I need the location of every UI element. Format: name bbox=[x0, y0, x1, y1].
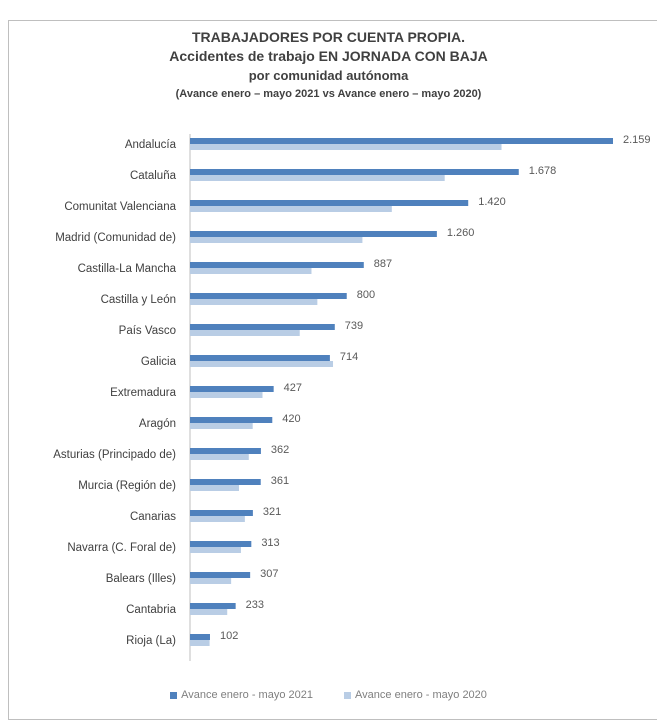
chart-subtitle-1: Accidentes de trabajo EN JORNADA CON BAJ… bbox=[169, 48, 488, 64]
category-label: Canarias bbox=[130, 511, 176, 523]
category-label: Comunitat Valenciana bbox=[64, 201, 176, 213]
category-label: Balears (Illes) bbox=[106, 573, 176, 585]
chart-title: TRABAJADORES POR CUENTA PROPIA. bbox=[191, 29, 466, 45]
bar-2020 bbox=[190, 485, 239, 491]
bar-2020 bbox=[190, 330, 300, 336]
bar-2020 bbox=[190, 361, 334, 367]
bar-2020 bbox=[190, 640, 210, 646]
bar-2020 bbox=[190, 175, 445, 181]
data-label-2021: 362 bbox=[271, 444, 289, 456]
data-label-2021: 321 bbox=[263, 506, 281, 518]
bar-2021 bbox=[190, 603, 236, 609]
bar-2020 bbox=[190, 423, 253, 429]
bar-2021 bbox=[190, 448, 261, 454]
category-label: Aragón bbox=[139, 418, 176, 430]
data-label-2021: 1.260 bbox=[447, 227, 475, 239]
bar-2020 bbox=[190, 516, 245, 522]
bar-2021 bbox=[190, 479, 261, 485]
data-label-2021: 313 bbox=[261, 537, 279, 549]
data-label-2021: 420 bbox=[282, 413, 300, 425]
chart-legend: Avance enero - mayo 2021 Avance enero - … bbox=[0, 689, 657, 701]
bar-2021 bbox=[190, 355, 330, 361]
legend-swatch-2021 bbox=[170, 691, 178, 699]
bar-2021 bbox=[190, 417, 273, 423]
bar-2021 bbox=[190, 324, 335, 330]
bar-2020 bbox=[190, 392, 263, 398]
chart-subtitle-2: por comunidad autónoma bbox=[248, 68, 409, 83]
bar-2021 bbox=[190, 541, 252, 547]
data-label-2021: 739 bbox=[345, 320, 363, 332]
legend-label-2021: Avance enero - mayo 2021 bbox=[181, 689, 313, 701]
bar-2020 bbox=[190, 547, 241, 553]
category-label: Rioja (La) bbox=[126, 635, 176, 647]
data-label-2021: 233 bbox=[246, 599, 264, 611]
legend-swatch-2020 bbox=[344, 691, 352, 699]
bar-2021 bbox=[190, 138, 613, 144]
bar-2021 bbox=[190, 169, 519, 175]
data-label-2021: 307 bbox=[260, 568, 278, 580]
category-label: Castilla-La Mancha bbox=[78, 263, 177, 275]
data-label-2021: 887 bbox=[374, 258, 392, 270]
legend-label-2020: Avance enero - mayo 2020 bbox=[355, 689, 487, 701]
bar-2021 bbox=[190, 262, 364, 268]
data-label-2021: 427 bbox=[284, 382, 302, 394]
bar-2020 bbox=[190, 578, 232, 584]
category-label: Extremadura bbox=[110, 387, 176, 399]
bar-2020 bbox=[190, 268, 312, 274]
category-label: Castilla y León bbox=[101, 294, 176, 306]
chart-subtitle-3: (Avance enero – mayo 2021 vs Avance ener… bbox=[175, 88, 482, 100]
bar-2021 bbox=[190, 510, 253, 516]
data-label-2021: 714 bbox=[340, 351, 358, 363]
category-label: Murcia (Región de) bbox=[78, 480, 176, 492]
data-label-2021: 1.678 bbox=[529, 165, 557, 177]
bar-2020 bbox=[190, 454, 249, 460]
bar-2020 bbox=[190, 144, 502, 150]
bar-2021 bbox=[190, 572, 251, 578]
data-label-2021: 1.420 bbox=[478, 196, 506, 208]
category-label: Galicia bbox=[141, 356, 177, 368]
data-label-2021: 2.159 bbox=[623, 134, 651, 146]
category-label: Cataluña bbox=[130, 170, 177, 182]
bar-2021 bbox=[190, 293, 347, 299]
chart-title-block: TRABAJADORES POR CUENTA PROPIA. Accident… bbox=[0, 28, 657, 103]
legend-item-2020: Avance enero - mayo 2020 bbox=[344, 689, 487, 701]
data-label-2021: 361 bbox=[271, 475, 289, 487]
bar-2021 bbox=[190, 386, 274, 392]
bar-2021 bbox=[190, 200, 469, 206]
data-label-2021: 102 bbox=[220, 630, 238, 642]
category-label: Cantabria bbox=[126, 604, 176, 616]
category-label: Madrid (Comunidad de) bbox=[55, 232, 176, 244]
category-label: Navarra (C. Foral de) bbox=[67, 542, 176, 554]
bar-2020 bbox=[190, 609, 228, 615]
bar-2020 bbox=[190, 299, 318, 305]
bar-2021 bbox=[190, 231, 437, 237]
bar-2020 bbox=[190, 206, 392, 212]
category-label: Andalucía bbox=[125, 139, 177, 151]
legend-item-2021: Avance enero - mayo 2021 bbox=[170, 689, 313, 701]
bar-2021 bbox=[190, 634, 210, 640]
category-label: Asturias (Principado de) bbox=[53, 449, 176, 461]
category-label: País Vasco bbox=[119, 325, 176, 337]
data-label-2021: 800 bbox=[357, 289, 375, 301]
bar-2020 bbox=[190, 237, 363, 243]
